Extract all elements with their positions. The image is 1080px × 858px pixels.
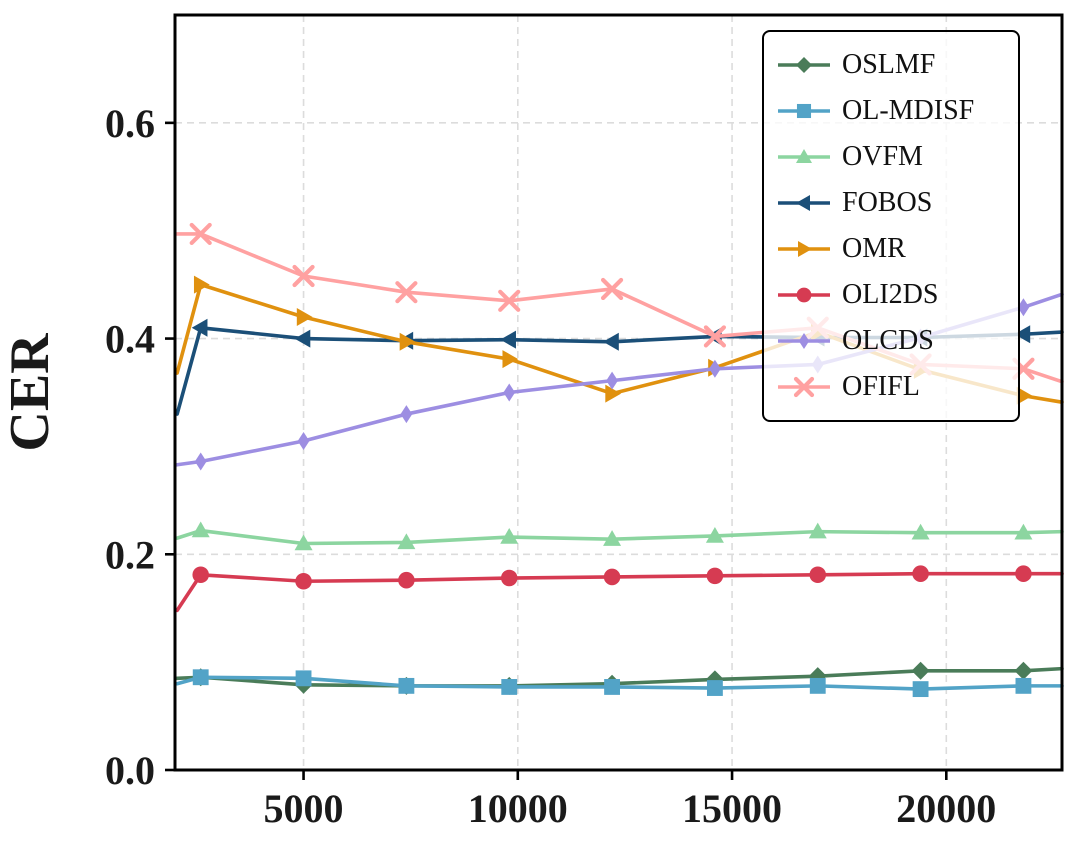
- legend-marker-circle-icon: [778, 287, 830, 303]
- legend-marker-square-icon: [778, 103, 830, 119]
- series-OLI2DS: [175, 565, 1064, 613]
- y-tick-label: 0.0: [105, 748, 155, 793]
- legend-marker-diamond-icon: [778, 57, 830, 73]
- x-tick-labels: 5000 10000 15000 20000: [264, 786, 997, 831]
- legend-item-FOBOS: FOBOS: [776, 180, 1006, 226]
- legend-item-OL-MDISF: OL-MDISF: [776, 88, 1006, 134]
- legend-item-OLCDS: OLCDS: [776, 318, 1006, 364]
- legend-marker-triangle-right-icon: [778, 241, 830, 257]
- series-OVFM: [175, 521, 1064, 551]
- series-OL-MDISF: [175, 669, 1064, 698]
- legend-item-OVFM: OVFM: [776, 134, 1006, 180]
- legend-label: FOBOS: [842, 187, 933, 218]
- y-tick-label: 0.2: [105, 532, 155, 577]
- y-axis-label: CER: [0, 333, 61, 452]
- y-tick-labels: 0.0 0.2 0.4 0.6: [105, 101, 155, 793]
- legend-label: OSLMF: [842, 49, 936, 80]
- legend-item-OFIFL: OFIFL: [776, 364, 1006, 410]
- legend-marker-triangle-up-icon: [778, 149, 830, 163]
- x-tick-label: 10000: [468, 786, 568, 831]
- legend-item-OSLMF: OSLMF: [776, 42, 1006, 88]
- legend-marker-x-icon: [778, 376, 830, 398]
- legend-label: OL-MDISF: [842, 95, 975, 126]
- x-tick-label: 5000: [264, 786, 344, 831]
- y-tick-label: 0.4: [105, 317, 155, 362]
- y-tick-label: 0.6: [105, 101, 155, 146]
- legend-label: OLI2DS: [842, 279, 939, 310]
- ticks: [165, 121, 948, 780]
- x-tick-label: 15000: [682, 786, 782, 831]
- legend-label: OVFM: [842, 141, 923, 172]
- legend-marker-thin-diamond-icon: [778, 333, 830, 349]
- legend-label: OFIFL: [842, 371, 920, 402]
- legend: OSLMF OL-MDISF OVFM FOBOS OMR OLI2DS OLCDS OFIF…: [762, 30, 1020, 422]
- legend-label: OMR: [842, 233, 906, 264]
- legend-label: OLCDS: [842, 325, 934, 356]
- axis-frame: [173, 13, 1064, 772]
- legend-item-OLI2DS: OLI2DS: [776, 272, 1006, 318]
- x-tick-label: 20000: [896, 786, 996, 831]
- legend-marker-triangle-left-icon: [778, 195, 830, 211]
- legend-item-OMR: OMR: [776, 226, 1006, 272]
